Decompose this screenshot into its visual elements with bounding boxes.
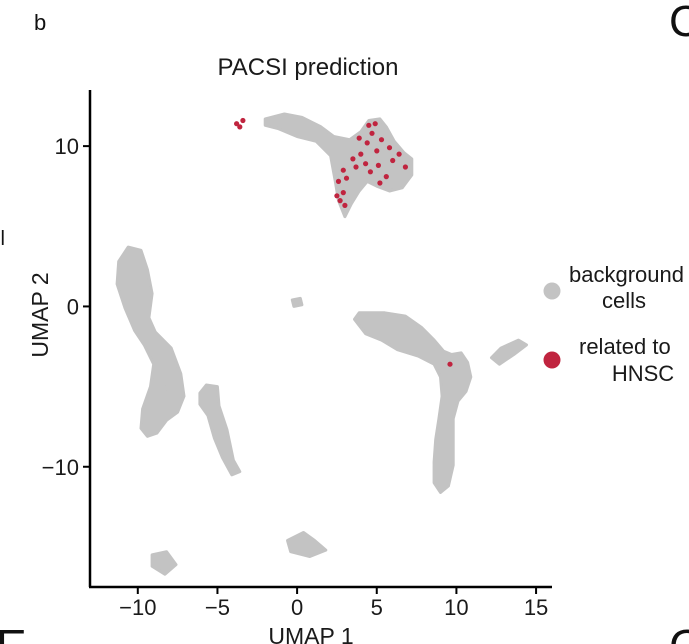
x-tick-label: 10 <box>444 595 468 620</box>
background-cell-cluster <box>353 311 473 494</box>
related-cell-point <box>374 148 380 154</box>
x-tick-label: 15 <box>524 595 548 620</box>
fragment-left-top: b <box>34 10 46 35</box>
related-cell-point <box>390 157 396 164</box>
x-tick-label: 5 <box>371 595 383 620</box>
related-cell-point <box>240 117 246 124</box>
background-cell-cluster <box>150 550 178 576</box>
related-cell-point <box>234 121 240 127</box>
related-cell-point <box>342 202 348 208</box>
legend-label-background-line1: background <box>569 262 684 287</box>
related-cell-point <box>396 151 402 157</box>
related-cell-point <box>343 175 350 181</box>
x-tick-label: 0 <box>291 595 303 620</box>
fragment-bottom-right: G <box>669 620 689 644</box>
background-cell-cluster <box>286 531 328 558</box>
chart-title: PACSI prediction <box>218 54 399 81</box>
related-cell-point <box>377 180 383 186</box>
related-cell-point <box>358 151 364 157</box>
fragment-left-mid: ll <box>0 228 5 250</box>
background-cell-cluster <box>115 245 186 438</box>
related-cell-point <box>334 193 340 199</box>
related-cell-point <box>447 361 453 367</box>
y-tick-label: 10 <box>55 134 79 159</box>
fragment-bottom-left: E <box>0 620 27 644</box>
related-cell-point <box>340 167 346 173</box>
legend-marker-related <box>543 351 561 369</box>
related-cell-point <box>366 122 372 128</box>
related-cell-point <box>350 156 356 162</box>
related-cell-point <box>369 130 375 136</box>
x-tick-label: −10 <box>119 595 156 620</box>
related-cell-point <box>402 164 408 170</box>
legend-label-related-line2: HNSC <box>612 361 674 386</box>
y-axis-label: UMAP 2 <box>27 272 53 357</box>
related-cell-point <box>353 164 359 170</box>
related-cell-point <box>356 135 362 141</box>
related-cell-point <box>237 124 243 130</box>
y-tick-label: −10 <box>42 455 79 480</box>
fragment-right-top: C <box>669 0 689 46</box>
background-cells-layer <box>115 112 528 576</box>
x-axis-label: UMAP 1 <box>268 623 353 644</box>
related-cell-point <box>335 178 342 184</box>
related-cell-point <box>367 169 373 175</box>
background-cell-cluster <box>263 112 414 219</box>
related-cell-point <box>378 137 385 143</box>
related-cell-point <box>340 190 346 196</box>
legend: background cells related to HNSC <box>543 262 684 386</box>
background-cell-cluster <box>198 383 242 477</box>
related-cell-point <box>363 161 369 167</box>
background-cell-cluster <box>290 296 304 308</box>
background-cell-cluster <box>490 338 528 366</box>
y-tick-label: 0 <box>67 294 79 319</box>
background-cell-cluster <box>165 378 178 393</box>
x-tick-label: −5 <box>205 595 230 620</box>
related-cell-point <box>375 162 381 168</box>
related-cell-point <box>386 145 393 151</box>
legend-marker-background <box>543 282 561 300</box>
related-cell-point <box>383 174 389 180</box>
related-cell-point <box>372 121 378 127</box>
x-ticks: −10 −5 0 5 10 15 <box>119 587 548 620</box>
related-cell-point <box>337 198 343 204</box>
y-ticks: −10 0 10 <box>42 134 90 480</box>
legend-label-related-line1: related to <box>579 334 671 359</box>
legend-label-background-line2: cells <box>602 288 646 313</box>
related-cells-layer <box>234 117 453 367</box>
related-cell-point <box>364 140 370 146</box>
